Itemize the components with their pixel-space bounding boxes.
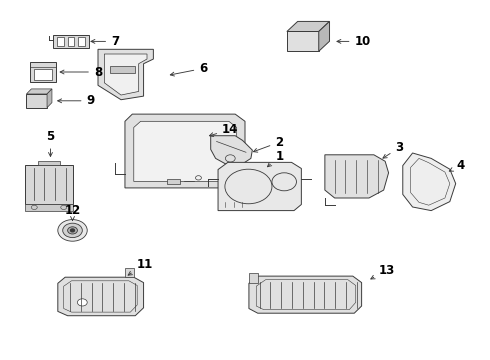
Polygon shape: [26, 89, 52, 94]
Polygon shape: [318, 22, 329, 51]
Text: 12: 12: [64, 204, 81, 220]
Bar: [38, 161, 60, 165]
Bar: [30, 62, 56, 82]
Circle shape: [77, 299, 87, 306]
Text: 4: 4: [449, 159, 465, 172]
Polygon shape: [98, 49, 153, 100]
Polygon shape: [104, 54, 147, 95]
Polygon shape: [403, 153, 456, 211]
Bar: [53, 35, 89, 48]
Polygon shape: [211, 136, 252, 164]
Bar: [78, 37, 85, 46]
Text: 3: 3: [383, 141, 403, 158]
Text: 2: 2: [253, 136, 283, 152]
Circle shape: [71, 229, 74, 232]
Bar: [25, 165, 73, 204]
Bar: [249, 273, 258, 283]
Polygon shape: [287, 22, 329, 31]
Text: 5: 5: [47, 130, 54, 156]
Text: 14: 14: [209, 123, 239, 136]
Bar: [25, 204, 73, 211]
Circle shape: [58, 220, 87, 241]
Text: 1: 1: [268, 150, 283, 167]
Text: 6: 6: [171, 62, 207, 76]
Text: 7: 7: [91, 35, 119, 48]
Text: 8: 8: [60, 66, 102, 78]
Polygon shape: [134, 121, 237, 181]
Bar: [110, 66, 135, 73]
Bar: [57, 37, 64, 46]
Bar: [68, 37, 74, 46]
Bar: [287, 31, 319, 51]
Polygon shape: [325, 155, 389, 198]
Text: 9: 9: [58, 94, 95, 107]
Polygon shape: [249, 276, 362, 313]
Bar: [34, 69, 52, 80]
Text: 10: 10: [337, 35, 371, 48]
Polygon shape: [58, 277, 144, 316]
Bar: [26, 94, 47, 108]
Polygon shape: [125, 114, 245, 188]
Text: 13: 13: [371, 264, 395, 279]
Bar: [167, 179, 180, 184]
Circle shape: [68, 227, 77, 234]
Polygon shape: [47, 89, 52, 108]
Text: 11: 11: [128, 258, 153, 275]
Bar: [125, 268, 134, 277]
Circle shape: [63, 223, 82, 238]
Polygon shape: [218, 162, 301, 211]
